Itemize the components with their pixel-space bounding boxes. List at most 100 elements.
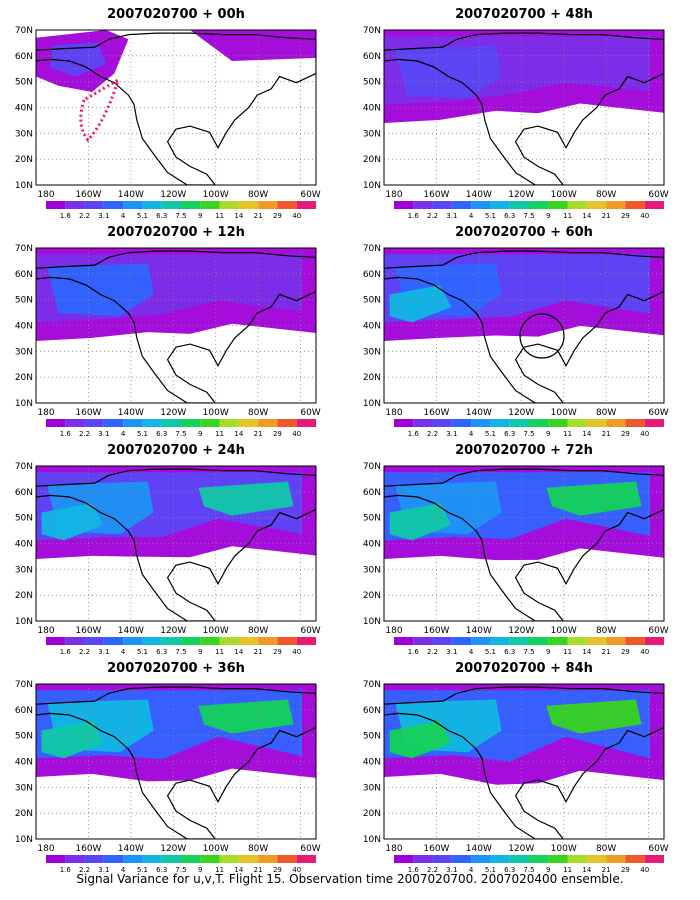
y-tick-label: 30N: [363, 347, 381, 357]
colorbar: 1.6 2.2 3.1 4 5.1 6.3 7.5 9 11 14 21 29 40: [46, 419, 316, 438]
colorbar-swatch: [471, 201, 491, 209]
y-tick-label: 60N: [15, 488, 33, 498]
colorbar-label: 1.6: [408, 212, 420, 220]
y-tick-label: 50N: [363, 732, 381, 742]
lat-lon-grid: [384, 684, 664, 839]
x-tick-label: 180: [385, 190, 402, 200]
colorbar-label: 4: [469, 212, 474, 220]
y-tick-label: 20N: [363, 155, 381, 165]
colorbar: 1.6 2.2 3.1 4 5.1 6.3 7.5 9 11 14 21 29 40: [394, 419, 664, 438]
colorbar-label: 4: [121, 648, 126, 656]
x-tick-label: 160W: [423, 190, 449, 200]
x-tick-label: 180: [37, 626, 54, 636]
colorbar-swatch: [200, 637, 220, 645]
panel-title: 2007020700 + 00h: [107, 7, 245, 22]
colorbar-swatch: [567, 637, 587, 645]
y-tick-label: 10N: [15, 617, 33, 627]
x-tick-label: 140W: [466, 844, 492, 854]
variance-shading: [36, 466, 316, 559]
coastline: [36, 32, 316, 185]
colorbar-label: 14: [234, 430, 243, 438]
colorbar-swatch: [529, 419, 549, 427]
map-area: [35, 29, 317, 186]
lat-lon-grid: [36, 466, 316, 621]
colorbar-label: 40: [292, 648, 301, 656]
y-tick-label: 60N: [15, 706, 33, 716]
colorbar-label: 11: [215, 648, 224, 656]
y-tick-label: 70N: [15, 680, 33, 690]
colorbar: 1.6 2.2 3.1 4 5.1 6.3 7.5 9 11 14 21 29 40: [46, 201, 316, 220]
y-tick-label: 60N: [363, 52, 381, 62]
x-tick-label: 60W: [300, 408, 320, 418]
x-tick-label: 120W: [508, 408, 534, 418]
coastline: [36, 250, 316, 403]
y-tick-label: 60N: [363, 706, 381, 716]
colorbar-swatch: [509, 637, 529, 645]
colorbar-label: 40: [640, 212, 649, 220]
colorbar-label: 9: [198, 866, 202, 874]
colorbar-label: 40: [292, 212, 301, 220]
y-tick-label: 70N: [15, 26, 33, 36]
y-tick-label: 40N: [363, 104, 381, 114]
colorbar-swatch: [161, 201, 181, 209]
colorbar-label: 11: [215, 430, 224, 438]
variance-shading: [384, 30, 664, 123]
x-tick-label: 180: [37, 844, 54, 854]
map-area: [383, 29, 665, 186]
y-tick-label: 40N: [363, 322, 381, 332]
x-tick-label: 100W: [203, 408, 229, 418]
x-tick-label: 60W: [648, 844, 668, 854]
colorbar-label: 2.2: [427, 212, 438, 220]
lat-lon-grid: [384, 248, 664, 403]
colorbar-label: 3.1: [446, 648, 457, 656]
colorbar-swatch: [296, 855, 316, 863]
colorbar-label: 6.3: [504, 212, 515, 220]
variance-shading: [384, 684, 664, 785]
colorbar-label: 40: [640, 430, 649, 438]
colorbar-swatch: [142, 637, 162, 645]
variance-contour: [50, 42, 106, 77]
map-frame: [35, 465, 317, 622]
x-tick-label: 120W: [160, 190, 186, 200]
colorbar-label: 21: [254, 648, 263, 656]
y-tick-label: 50N: [363, 296, 381, 306]
colorbar-swatch: [413, 419, 433, 427]
colorbar-label: 11: [563, 212, 572, 220]
colorbar-label: 6.3: [504, 648, 515, 656]
colorbar-label: 40: [640, 866, 649, 874]
colorbar-label: 4: [121, 430, 126, 438]
colorbar-swatch: [413, 855, 433, 863]
variance-contour: [389, 503, 452, 541]
y-tick-label: 60N: [363, 488, 381, 498]
y-tick-label: 10N: [363, 617, 381, 627]
colorbar-swatch: [606, 855, 626, 863]
colorbar-swatch: [490, 419, 510, 427]
y-tick-label: 40N: [15, 322, 33, 332]
colorbar-swatch: [258, 637, 278, 645]
colorbar-swatch: [123, 419, 143, 427]
figure-caption: Signal Variance for u,v,T. Flight 15. Ob…: [76, 872, 624, 886]
colorbar-label: 29: [273, 648, 282, 656]
variance-contour: [198, 699, 294, 734]
colorbar-swatch: [219, 637, 239, 645]
colorbar-label: 2.2: [79, 648, 90, 656]
map-area: [35, 465, 317, 622]
colorbar-label: 21: [254, 866, 263, 874]
x-tick-label: 60W: [300, 190, 320, 200]
colorbar-label: 9: [198, 648, 202, 656]
colorbar-swatch: [625, 637, 645, 645]
lat-lon-grid: [384, 466, 664, 621]
x-tick-label: 100W: [551, 844, 577, 854]
x-tick-label: 80W: [248, 408, 268, 418]
colorbar: 1.6 2.2 3.1 4 5.1 6.3 7.5 9 11 14 21 29 40: [46, 855, 316, 874]
colorbar-label: 5.1: [137, 648, 148, 656]
colorbar-swatch: [103, 637, 124, 645]
map-frame: [383, 683, 665, 840]
highlight-circle: [519, 313, 565, 359]
colorbar-swatch: [219, 419, 239, 427]
colorbar-label: 11: [563, 648, 572, 656]
y-tick-label: 30N: [15, 129, 33, 139]
y-tick-label: 20N: [15, 809, 33, 819]
variance-contour: [546, 481, 642, 516]
colorbar-swatch: [432, 855, 452, 863]
